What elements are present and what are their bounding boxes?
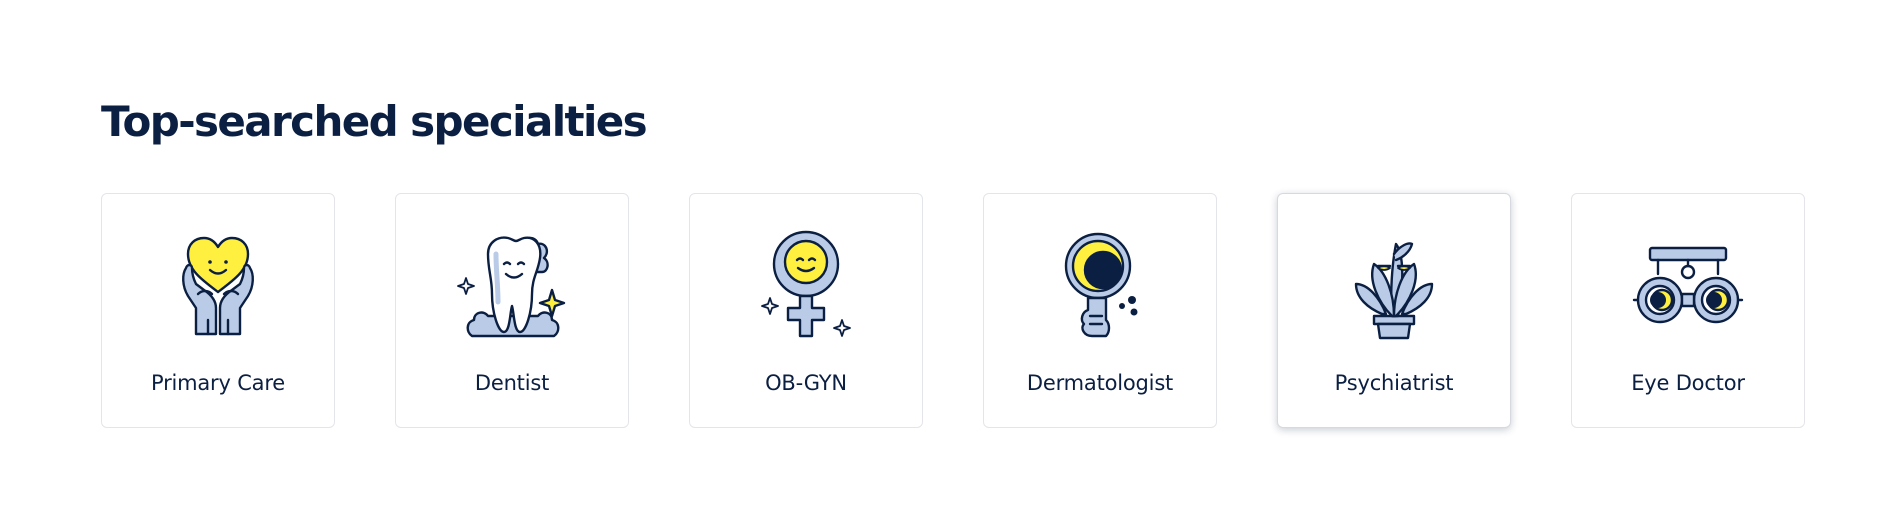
heart-hands-icon [182,236,254,336]
phoropter-icon [1632,246,1744,324]
specialty-card-dentist[interactable]: Dentist [395,193,629,428]
tooth-icon [457,236,566,338]
specialty-card-primary-care[interactable]: Primary Care [101,193,335,428]
specialty-label: Dermatologist [1026,371,1174,395]
specialty-label: Dentist [474,371,550,395]
specialty-cards: Primary Care Dentist [101,193,1805,428]
specialty-card-eye-doctor[interactable]: Eye Doctor [1571,193,1805,428]
section-title: Top-searched specialties [101,97,648,146]
female-symbol-icon [761,230,851,338]
specialty-card-ob-gyn[interactable]: OB-GYN [689,193,923,428]
specialty-card-dermatologist[interactable]: Dermatologist [983,193,1217,428]
specialty-label: Eye Doctor [1631,371,1745,395]
specialty-label: OB-GYN [765,371,847,395]
specialty-label: Primary Care [150,371,286,395]
magnifying-glass-icon [1064,232,1138,338]
plant-icon [1354,242,1434,340]
specialty-card-psychiatrist[interactable]: Psychiatrist [1277,193,1511,428]
specialty-label: Psychiatrist [1334,371,1454,395]
